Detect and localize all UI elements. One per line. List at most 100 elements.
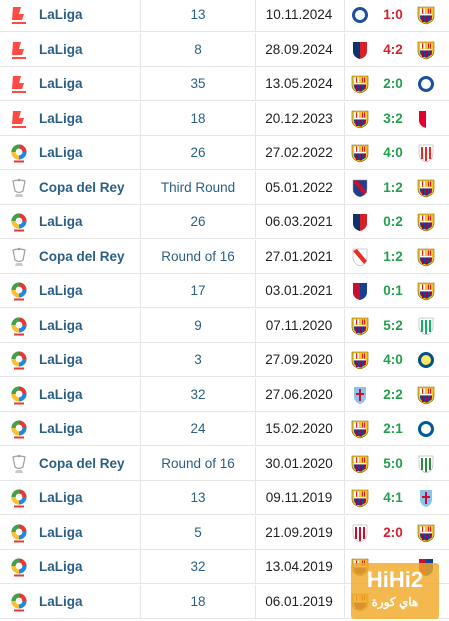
match-row[interactable]: LaLiga 35 13.05.2024 2:0 <box>0 67 449 101</box>
barcelona-crest-icon[interactable] <box>350 454 370 474</box>
match-row[interactable]: Copa del Rey Third Round 05.01.2022 1:2 <box>0 170 449 205</box>
match-score[interactable]: 0:2 <box>383 214 403 229</box>
barcelona-crest-icon[interactable] <box>350 419 370 439</box>
match-row[interactable]: LaLiga 3 27.09.2020 4:0 <box>0 343 449 377</box>
betis-crest-icon[interactable] <box>416 316 436 336</box>
barcelona-crest-icon[interactable] <box>416 5 436 25</box>
competition-link[interactable]: LaLiga <box>39 41 83 57</box>
match-score[interactable]: 2:0 <box>383 524 403 540</box>
match-score[interactable]: 2:2 <box>383 386 403 402</box>
barcelona-crest-icon[interactable] <box>350 350 370 370</box>
celta-crest-icon[interactable] <box>416 488 436 508</box>
round-link[interactable]: 18 <box>190 593 206 609</box>
getafe-crest-icon[interactable] <box>416 419 436 439</box>
leganes-crest-icon[interactable] <box>416 454 436 474</box>
competition-link[interactable]: Copa del Rey <box>39 455 125 471</box>
match-score[interactable]: 1:2 <box>383 248 403 264</box>
competition-link[interactable]: LaLiga <box>39 110 83 126</box>
barcelona-crest-icon[interactable] <box>416 40 436 60</box>
match-score[interactable]: 2:1 <box>383 421 403 436</box>
round-link[interactable]: 8 <box>194 41 202 57</box>
round-link[interactable]: Round of 16 <box>161 455 235 471</box>
granada-crest-icon[interactable] <box>350 523 370 543</box>
match-row[interactable]: LaLiga 8 28.09.2024 4:2 <box>0 32 449 67</box>
barcelona-crest-icon[interactable] <box>416 212 436 232</box>
villarreal-crest-icon[interactable] <box>416 350 436 370</box>
round-link[interactable]: 13 <box>190 490 206 505</box>
competition-link[interactable]: LaLiga <box>39 352 83 367</box>
round-link[interactable]: 18 <box>190 110 206 126</box>
match-row[interactable]: LaLiga 32 27.06.2020 2:2 <box>0 377 449 412</box>
barcelona-crest-icon[interactable] <box>416 385 436 405</box>
match-score[interactable]: 5:0 <box>383 455 403 471</box>
barcelona-crest-icon[interactable] <box>350 316 370 336</box>
rayo-crest-icon[interactable] <box>350 247 370 267</box>
barcelona-crest-icon[interactable] <box>350 74 370 94</box>
match-score[interactable]: 4:2 <box>383 41 403 57</box>
round-link[interactable]: 32 <box>190 559 206 574</box>
barcelona-crest-icon[interactable] <box>350 109 370 129</box>
barcelona-crest-icon[interactable] <box>350 143 370 163</box>
round-link[interactable]: 5 <box>194 524 202 540</box>
competition-link[interactable]: LaLiga <box>39 593 83 609</box>
match-score[interactable]: 3:2 <box>383 110 403 126</box>
linares-crest-icon[interactable] <box>350 178 370 198</box>
round-link[interactable]: 9 <box>194 317 202 333</box>
match-row[interactable]: LaLiga 18 20.12.2023 3:2 <box>0 101 449 136</box>
celta-crest-icon[interactable] <box>350 385 370 405</box>
round-link[interactable]: Round of 16 <box>161 248 235 264</box>
round-link[interactable]: Third Round <box>160 179 236 195</box>
round-link[interactable]: 26 <box>190 145 206 160</box>
match-score[interactable]: 1:0 <box>383 7 403 22</box>
match-row[interactable]: LaLiga 9 07.11.2020 5:2 <box>0 308 449 343</box>
competition-link[interactable]: Copa del Rey <box>39 248 125 264</box>
match-score[interactable]: 1:2 <box>383 179 403 195</box>
competition-link[interactable]: LaLiga <box>39 386 83 402</box>
match-row[interactable]: LaLiga 5 21.09.2019 2:0 <box>0 515 449 550</box>
competition-link[interactable]: LaLiga <box>39 76 83 91</box>
round-link[interactable]: 17 <box>190 283 206 298</box>
competition-link[interactable]: LaLiga <box>39 490 83 505</box>
competition-link[interactable]: LaLiga <box>39 283 83 298</box>
match-row[interactable]: LaLiga 26 06.03.2021 0:2 <box>0 205 449 239</box>
match-row[interactable]: LaLiga 13 09.11.2019 4:1 <box>0 481 449 515</box>
osasuna-crest-icon[interactable] <box>350 40 370 60</box>
match-row[interactable]: LaLiga 24 15.02.2020 2:1 <box>0 412 449 446</box>
competition-link[interactable]: LaLiga <box>39 7 83 22</box>
barcelona-crest-icon[interactable] <box>416 247 436 267</box>
match-row[interactable]: LaLiga 13 10.11.2024 1:0 <box>0 0 449 32</box>
competition-link[interactable]: LaLiga <box>39 214 83 229</box>
round-link[interactable]: 32 <box>190 386 206 402</box>
match-row[interactable]: LaLiga 26 27.02.2022 4:0 <box>0 136 449 170</box>
round-link[interactable]: 24 <box>190 421 206 436</box>
barcelona-crest-icon[interactable] <box>416 523 436 543</box>
almeria-crest-icon[interactable] <box>416 109 436 129</box>
competition-link[interactable]: LaLiga <box>39 524 83 540</box>
real-sociedad-crest-icon[interactable] <box>350 5 370 25</box>
competition-link[interactable]: LaLiga <box>39 145 83 160</box>
match-score[interactable]: 4:0 <box>383 145 403 160</box>
osasuna-crest-icon[interactable] <box>350 212 370 232</box>
match-score[interactable]: 2:0 <box>383 76 403 91</box>
barcelona-crest-icon[interactable] <box>416 178 436 198</box>
round-link[interactable]: 3 <box>194 352 202 367</box>
athletic-crest-icon[interactable] <box>416 143 436 163</box>
match-score[interactable]: 5:2 <box>383 317 403 333</box>
match-row[interactable]: Copa del Rey Round of 16 30.01.2020 5:0 <box>0 446 449 481</box>
round-link[interactable]: 26 <box>190 214 206 229</box>
competition-link[interactable]: LaLiga <box>39 317 83 333</box>
round-link[interactable]: 13 <box>190 7 206 22</box>
match-row[interactable]: LaLiga 17 03.01.2021 0:1 <box>0 274 449 308</box>
competition-link[interactable]: LaLiga <box>39 559 83 574</box>
match-score[interactable]: 4:0 <box>383 352 403 367</box>
barcelona-crest-icon[interactable] <box>416 281 436 301</box>
match-row[interactable]: Copa del Rey Round of 16 27.01.2021 1:2 <box>0 239 449 274</box>
real-sociedad-crest-icon[interactable] <box>416 74 436 94</box>
round-link[interactable]: 35 <box>190 76 206 91</box>
match-score[interactable]: 0:1 <box>383 283 403 298</box>
competition-link[interactable]: Copa del Rey <box>39 179 125 195</box>
match-score[interactable]: 4:1 <box>383 490 403 505</box>
barcelona-crest-icon[interactable] <box>350 488 370 508</box>
huesca-crest-icon[interactable] <box>350 281 370 301</box>
competition-link[interactable]: LaLiga <box>39 421 83 436</box>
